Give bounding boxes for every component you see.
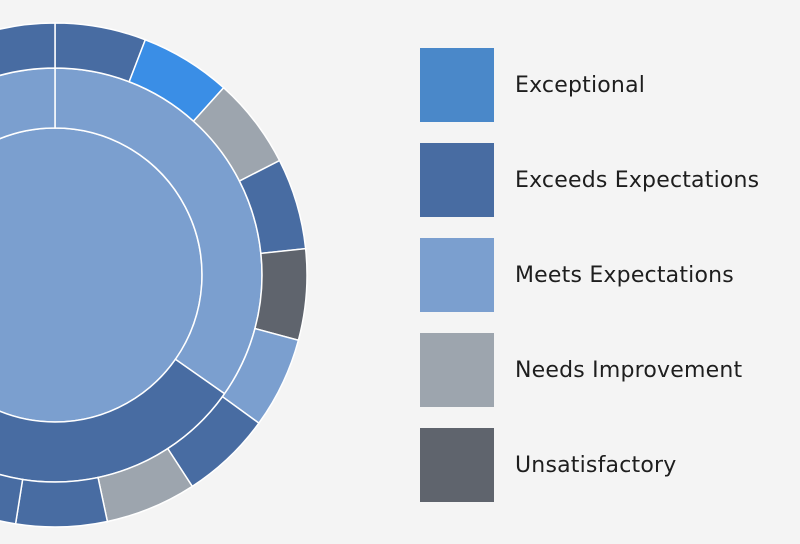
legend-label-meets-expectations: Meets Expectations bbox=[515, 262, 734, 288]
legend-swatch-needs-improvement bbox=[420, 333, 494, 407]
legend-swatch-unsatisfactory bbox=[420, 428, 494, 502]
legend-label-exceeds-expectations: Exceeds Expectations bbox=[515, 167, 760, 193]
outer-ring-slice-4 bbox=[254, 247, 308, 342]
legend: Exceptional Exceeds Expectations Meets E… bbox=[420, 48, 759, 523]
legend-item-exceeds-expectations: Exceeds Expectations bbox=[420, 143, 759, 217]
legend-label-exceptional: Exceptional bbox=[515, 72, 646, 98]
outer-ring-slice-9 bbox=[0, 473, 24, 525]
legend-label-needs-improvement: Needs Improvement bbox=[515, 357, 743, 383]
legend-item-meets-expectations: Meets Expectations bbox=[420, 238, 759, 312]
outer-ring-slice-10 bbox=[0, 22, 56, 77]
legend-swatch-exceptional bbox=[420, 48, 494, 122]
legend-swatch-exceeds-expectations bbox=[420, 143, 494, 217]
legend-item-needs-improvement: Needs Improvement bbox=[420, 333, 759, 407]
legend-item-exceptional: Exceptional bbox=[420, 48, 759, 122]
legend-swatch-meets-expectations bbox=[420, 238, 494, 312]
legend-label-unsatisfactory: Unsatisfactory bbox=[515, 452, 677, 478]
legend-item-unsatisfactory: Unsatisfactory bbox=[420, 428, 759, 502]
outer-ring-slice-8 bbox=[14, 476, 109, 528]
